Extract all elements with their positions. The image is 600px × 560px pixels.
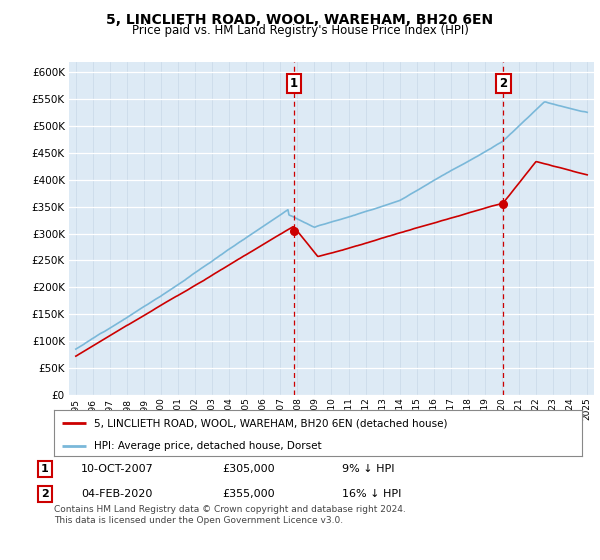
Text: 04-FEB-2020: 04-FEB-2020 [81, 489, 152, 499]
Text: HPI: Average price, detached house, Dorset: HPI: Average price, detached house, Dors… [94, 441, 321, 451]
Text: Price paid vs. HM Land Registry's House Price Index (HPI): Price paid vs. HM Land Registry's House … [131, 24, 469, 37]
Text: 9% ↓ HPI: 9% ↓ HPI [342, 464, 395, 474]
Text: 2: 2 [41, 489, 49, 499]
Text: £355,000: £355,000 [222, 489, 275, 499]
Text: 5, LINCLIETH ROAD, WOOL, WAREHAM, BH20 6EN (detached house): 5, LINCLIETH ROAD, WOOL, WAREHAM, BH20 6… [94, 418, 447, 428]
Text: 1: 1 [290, 77, 298, 90]
Text: 10-OCT-2007: 10-OCT-2007 [81, 464, 154, 474]
Text: Contains HM Land Registry data © Crown copyright and database right 2024.
This d: Contains HM Land Registry data © Crown c… [54, 505, 406, 525]
Text: 16% ↓ HPI: 16% ↓ HPI [342, 489, 401, 499]
Text: 2: 2 [499, 77, 508, 90]
Text: 5, LINCLIETH ROAD, WOOL, WAREHAM, BH20 6EN: 5, LINCLIETH ROAD, WOOL, WAREHAM, BH20 6… [106, 13, 494, 27]
Text: 1: 1 [41, 464, 49, 474]
Text: £305,000: £305,000 [222, 464, 275, 474]
